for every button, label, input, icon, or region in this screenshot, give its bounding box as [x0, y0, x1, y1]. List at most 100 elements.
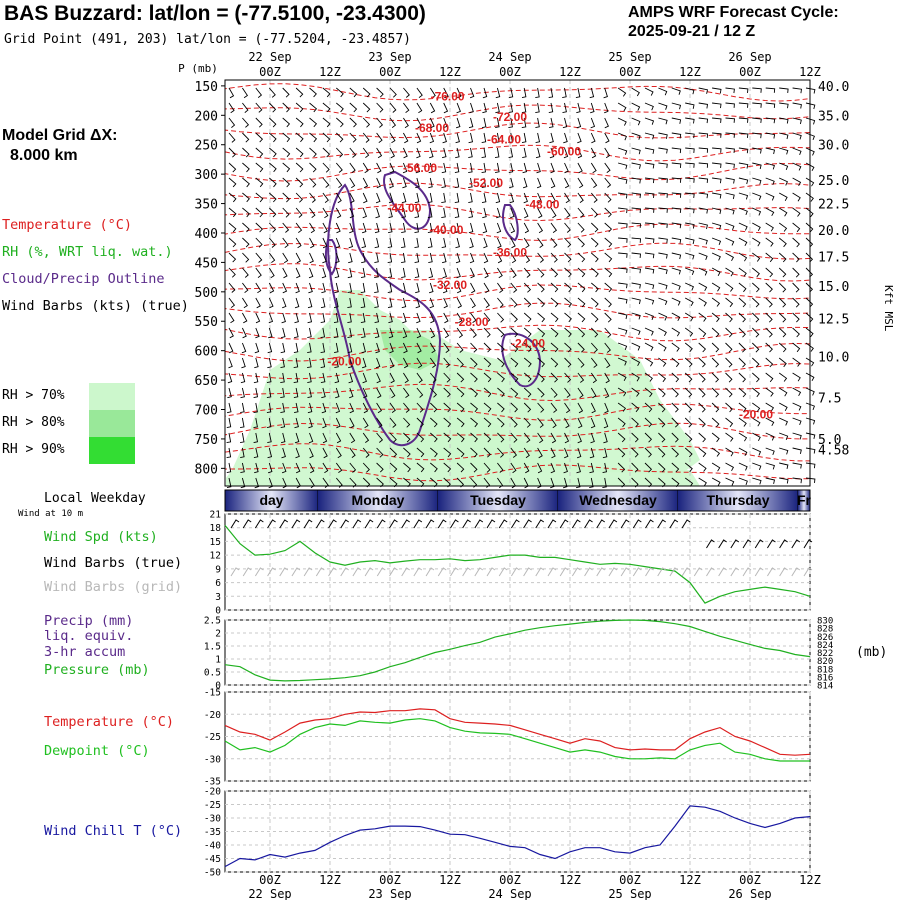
upper-air-wind-barb: [280, 327, 286, 339]
upper-air-wind-barb: [495, 102, 500, 114]
upper-air-wind-barb: [618, 222, 628, 228]
upper-air-wind-barb: [685, 147, 695, 153]
surface-wind-barb-grid: [693, 567, 703, 577]
upper-air-wind-barb: [374, 267, 379, 279]
upper-air-wind-barb: [725, 402, 733, 413]
upper-air-wind-barb: [684, 342, 693, 353]
upper-air-wind-barb: [228, 192, 237, 203]
precip-pressure-panel-tick-label: 2.5: [204, 616, 221, 627]
surface-wind-barb-grid: [267, 567, 276, 577]
upper-air-wind-barb: [685, 192, 695, 198]
legend-rh70-label: RH > 70%: [2, 388, 65, 403]
upper-air-wind-barb: [631, 162, 641, 169]
upper-air-wind-barb: [562, 102, 567, 114]
upper-air-wind-barb: [550, 207, 557, 219]
upper-air-wind-barb: [778, 327, 787, 338]
upper-air-wind-barb: [550, 372, 559, 383]
upper-air-wind-barb: [443, 447, 452, 458]
upper-air-wind-barb: [360, 267, 366, 279]
top-date-label: 26 Sep: [728, 50, 771, 64]
upper-air-wind-barb: [282, 252, 289, 264]
upper-air-wind-barb: [631, 387, 640, 397]
weekday-segment: [798, 490, 810, 511]
upper-air-wind-barb: [470, 267, 475, 279]
upper-air-wind-barb: [779, 162, 789, 171]
upper-air-wind-barb: [416, 447, 425, 458]
upper-air-wind-barb: [307, 372, 312, 384]
upper-air-wind-barb: [335, 162, 343, 173]
upper-air-wind-barb: [644, 147, 655, 154]
upper-air-wind-barb: [577, 282, 586, 293]
upper-air-wind-barb: [403, 102, 410, 113]
upper-air-wind-barb: [389, 147, 396, 159]
upper-air-wind-barb: [255, 207, 264, 218]
upper-air-wind-barb: [293, 342, 299, 354]
upper-air-wind-barb: [268, 117, 277, 128]
upper-air-wind-barb: [401, 237, 406, 249]
upper-air-wind-barb: [765, 342, 773, 353]
upper-air-wind-barb: [294, 432, 300, 444]
upper-air-wind-barb: [227, 387, 232, 399]
upper-air-wind-barb: [429, 357, 437, 368]
upper-air-wind-barb: [765, 387, 774, 397]
upper-air-wind-barb: [684, 417, 693, 428]
wind-panel: 0 3 6 9 12 15 18 21: [210, 510, 813, 617]
upper-air-wind-barb: [242, 162, 250, 173]
upper-air-wind-barb: [497, 252, 503, 264]
upper-air-wind-barb: [550, 192, 556, 204]
upper-air-wind-barb: [441, 177, 446, 189]
upper-air-wind-barb: [617, 387, 627, 397]
upper-air-wind-barb: [295, 462, 301, 474]
upper-air-wind-barb: [537, 417, 544, 428]
upper-air-wind-barb: [631, 237, 641, 243]
upper-air-wind-barb: [510, 207, 515, 219]
upper-air-wind-barb: [470, 342, 478, 353]
top-time-tick-label: 00Z: [499, 65, 521, 79]
upper-air-wind-barb: [617, 147, 628, 155]
surface-wind-barb-grid: [462, 567, 471, 577]
upper-air-wind-barb: [481, 117, 487, 129]
upper-air-wind-barb: [415, 162, 421, 174]
temperature-contour: [224, 342, 811, 362]
upper-air-wind-barb: [577, 237, 585, 248]
upper-air-wind-barb: [403, 462, 411, 473]
upper-air-wind-barb: [335, 147, 344, 158]
upper-air-wind-barb: [295, 132, 304, 143]
upper-air-wind-barb: [591, 267, 599, 278]
upper-air-wind-barb: [281, 312, 286, 324]
upper-air-wind-barb: [550, 162, 555, 174]
upper-air-wind-barb: [403, 372, 409, 384]
upper-air-wind-barb: [564, 177, 570, 189]
surface-wind-barb-grid: [571, 567, 581, 577]
upper-air-wind-barb: [429, 132, 435, 144]
upper-air-wind-barb: [522, 177, 528, 189]
upper-air-wind-barb: [577, 372, 585, 383]
upper-air-wind-barb: [429, 402, 438, 413]
upper-air-wind-barb: [523, 282, 532, 293]
upper-air-wind-barb: [564, 417, 570, 429]
upper-air-wind-barb: [456, 387, 465, 398]
temperature-panel: -35 -30 -25 -20 -15: [204, 688, 811, 788]
upper-air-wind-barb: [295, 237, 302, 249]
upper-air-wind-barb: [320, 342, 326, 354]
upper-air-wind-barb: [684, 387, 693, 398]
upper-air-wind-barb: [644, 267, 655, 274]
upper-air-wind-barb: [295, 222, 303, 233]
upper-air-wind-barb: [376, 462, 384, 473]
upper-air-wind-barb: [751, 312, 760, 323]
surface-wind-barb-grid: [669, 567, 679, 577]
upper-air-wind-barb: [550, 327, 559, 338]
upper-air-wind-barb: [738, 402, 747, 413]
upper-air-wind-barb: [295, 447, 300, 459]
upper-air-wind-barb: [242, 237, 250, 248]
upper-air-wind-barb: [228, 222, 237, 233]
upper-air-wind-barb: [604, 267, 613, 278]
upper-air-wind-barb: [403, 387, 410, 398]
temperature-contour-label: -24.00: [511, 337, 545, 351]
surface-wind-barb-true: [303, 519, 313, 529]
upper-air-wind-barb: [698, 252, 708, 261]
wind-panel-tick-label: 6: [215, 578, 221, 589]
upper-air-wind-barb: [347, 297, 352, 309]
upper-air-wind-barb: [455, 117, 461, 129]
upper-air-wind-barb: [698, 102, 709, 109]
